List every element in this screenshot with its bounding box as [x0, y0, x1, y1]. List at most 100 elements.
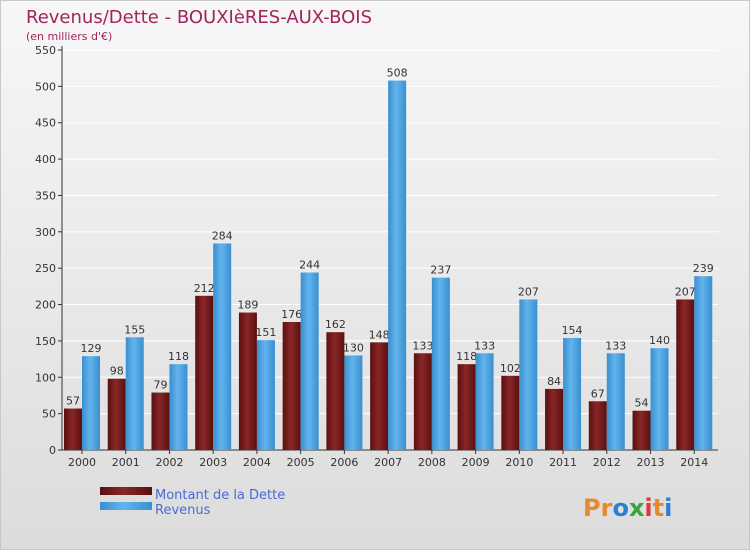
revenue-value-label: 118 — [168, 350, 189, 363]
x-tick-label: 2003 — [199, 456, 227, 469]
y-tick-label: 500 — [35, 80, 56, 93]
legend-swatch-debt — [100, 487, 152, 495]
x-tick-label: 2010 — [505, 456, 533, 469]
debt-value-label: 212 — [194, 282, 215, 295]
y-tick-label: 200 — [35, 299, 56, 312]
revenue-bar — [82, 356, 100, 450]
chart-title: Revenus/Dette - BOUXIèRES-AUX-BOIS — [26, 7, 372, 28]
debt-value-label: 102 — [500, 362, 521, 375]
x-tick-label: 2009 — [462, 456, 490, 469]
revenue-bar — [475, 353, 494, 450]
x-tick-label: 2004 — [243, 456, 271, 469]
legend-label-debt: Montant de la Dette — [155, 488, 285, 503]
debt-value-label: 176 — [281, 308, 302, 321]
debt-value-label: 118 — [456, 350, 477, 363]
debt-value-label: 84 — [547, 375, 561, 388]
revenue-value-label: 133 — [605, 339, 626, 352]
logo-letter: t — [653, 494, 664, 522]
logo-letter: r — [601, 494, 613, 522]
revenue-value-label: 237 — [430, 264, 451, 277]
revenue-value-label: 239 — [693, 262, 714, 275]
debt-value-label: 54 — [635, 397, 649, 410]
logo-letter: P — [583, 494, 601, 522]
revenue-value-label: 133 — [474, 339, 495, 352]
x-tick-label: 2011 — [549, 456, 577, 469]
debt-bar — [107, 378, 126, 450]
y-tick-label: 250 — [35, 262, 56, 275]
revenue-bar — [344, 355, 363, 450]
debt-bar — [457, 364, 476, 450]
revenue-value-label: 140 — [649, 334, 670, 347]
debt-value-label: 162 — [325, 318, 346, 331]
revenue-value-label: 130 — [343, 341, 364, 354]
revenue-bar — [213, 243, 232, 450]
y-tick-label: 50 — [42, 408, 56, 421]
x-tick-label: 2013 — [637, 456, 665, 469]
debt-bar — [195, 295, 214, 450]
revenue-value-label: 284 — [212, 229, 233, 242]
debt-value-label: 189 — [237, 299, 258, 312]
debt-bar — [282, 322, 301, 450]
revenue-bar — [431, 277, 450, 450]
x-tick-label: 2002 — [155, 456, 183, 469]
proxiti-logo: Proxiti — [583, 494, 672, 522]
x-tick-label: 2008 — [418, 456, 446, 469]
revenue-value-label: 129 — [81, 342, 102, 355]
revenue-value-label: 244 — [299, 259, 320, 272]
revenue-bar — [388, 80, 407, 450]
revenue-value-label: 154 — [562, 324, 583, 337]
x-tick-label: 2007 — [374, 456, 402, 469]
debt-value-label: 207 — [675, 285, 696, 298]
logo-letter: o — [612, 494, 629, 522]
debt-bar — [370, 342, 389, 450]
revenue-bar — [694, 276, 713, 450]
debt-bar — [545, 388, 564, 450]
debt-bar — [501, 375, 520, 450]
debt-bar — [676, 299, 695, 450]
y-tick-label: 350 — [35, 189, 56, 202]
debt-value-label: 133 — [412, 339, 433, 352]
y-tick-label: 0 — [49, 444, 56, 457]
debt-bar — [413, 353, 432, 450]
revenue-bar — [256, 340, 275, 450]
debt-value-label: 79 — [153, 379, 167, 392]
x-tick-label: 2001 — [112, 456, 140, 469]
debt-value-label: 98 — [110, 365, 124, 378]
legend-swatch-revenue — [100, 502, 152, 510]
revenue-bar — [519, 299, 538, 450]
y-tick-label: 400 — [35, 153, 56, 166]
revenue-bar — [650, 348, 669, 450]
debt-bar — [632, 410, 651, 450]
x-tick-label: 2006 — [330, 456, 358, 469]
revenue-bar — [563, 338, 582, 450]
y-tick-label: 150 — [35, 335, 56, 348]
revenue-value-label: 508 — [387, 67, 408, 80]
debt-value-label: 57 — [66, 395, 80, 408]
logo-letter: x — [629, 494, 645, 522]
revenue-value-label: 207 — [518, 285, 539, 298]
y-tick-label: 550 — [35, 44, 56, 57]
revenue-bar — [125, 337, 144, 450]
revenue-value-label: 155 — [124, 323, 145, 336]
debt-bar — [588, 401, 607, 450]
logo-letter: i — [644, 494, 652, 522]
revenue-bar — [300, 272, 319, 450]
y-tick-label: 300 — [35, 226, 56, 239]
debt-value-label: 67 — [591, 387, 605, 400]
revenue-bar — [606, 353, 625, 450]
revenue-value-label: 151 — [255, 326, 276, 339]
debt-bar — [326, 332, 345, 450]
debt-value-label: 148 — [369, 328, 390, 341]
revenue-bar — [169, 364, 188, 450]
logo-letter: i — [664, 494, 672, 522]
legend-label-revenue: Revenus — [155, 503, 211, 518]
y-tick-label: 100 — [35, 371, 56, 384]
debt-bar — [151, 392, 170, 450]
debt-bar — [238, 312, 257, 450]
x-tick-label: 2012 — [593, 456, 621, 469]
x-tick-label: 2014 — [680, 456, 708, 469]
chart-subtitle: (en milliers d'€) — [26, 30, 112, 43]
x-tick-label: 2005 — [287, 456, 315, 469]
